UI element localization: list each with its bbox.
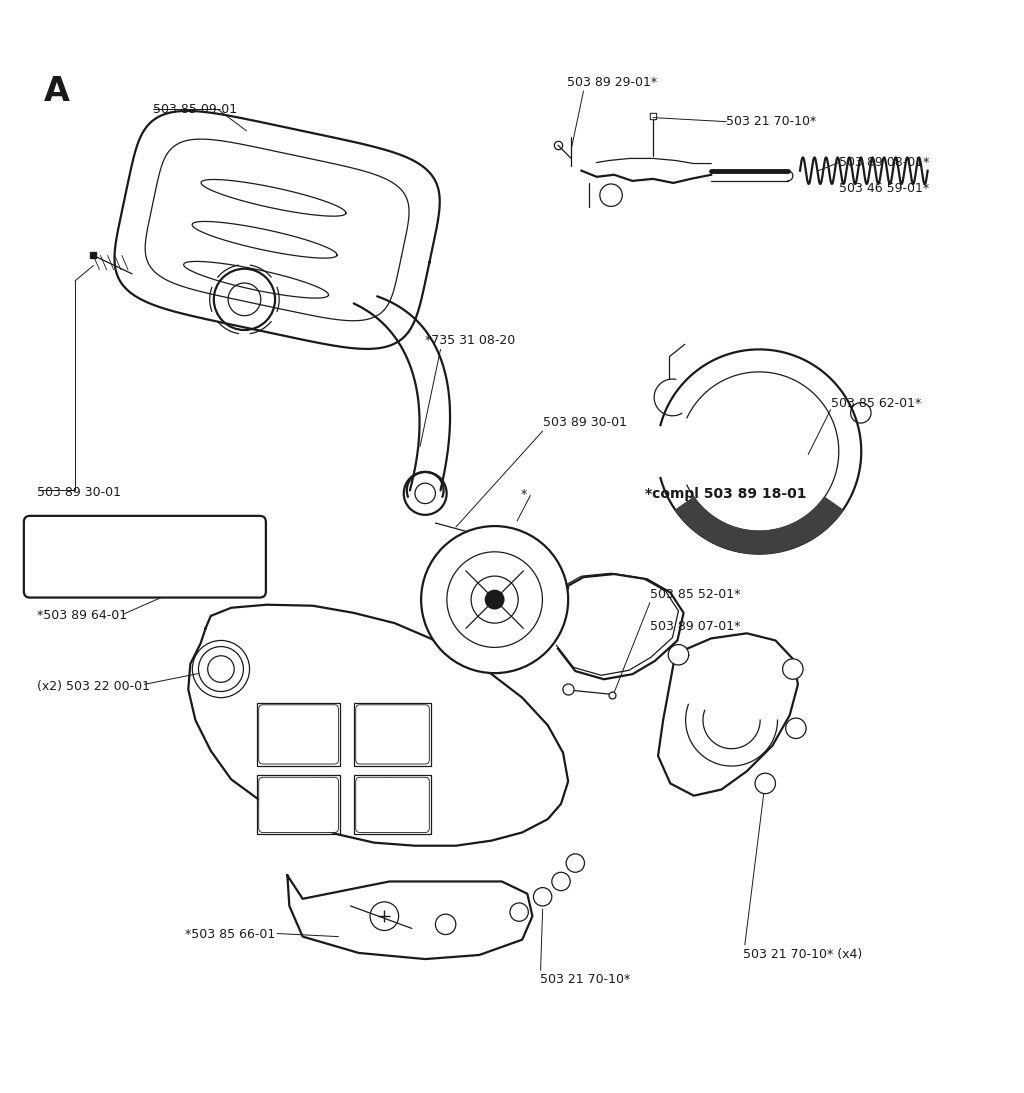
- Text: *503 85 66-01: *503 85 66-01: [184, 928, 275, 941]
- FancyBboxPatch shape: [24, 516, 266, 598]
- Polygon shape: [430, 572, 568, 618]
- Polygon shape: [658, 633, 798, 796]
- Circle shape: [421, 526, 568, 673]
- Text: 503 89 30-01: 503 89 30-01: [543, 416, 627, 430]
- Circle shape: [485, 591, 504, 609]
- Polygon shape: [115, 110, 439, 349]
- FancyBboxPatch shape: [355, 777, 429, 833]
- Bar: [257, 775, 340, 834]
- Text: 503 85 09-01: 503 85 09-01: [153, 103, 237, 116]
- FancyBboxPatch shape: [259, 705, 338, 764]
- Circle shape: [534, 888, 552, 906]
- Bar: [257, 703, 340, 766]
- Circle shape: [552, 872, 570, 891]
- Text: (x2) 503 22 00-01: (x2) 503 22 00-01: [37, 680, 151, 693]
- Polygon shape: [558, 574, 684, 679]
- Text: *503 89 64-01: *503 89 64-01: [37, 610, 127, 622]
- Circle shape: [755, 773, 775, 794]
- Text: 503 21 70-10*: 503 21 70-10*: [540, 974, 630, 986]
- Circle shape: [669, 645, 689, 665]
- Text: 503 46 59-01*: 503 46 59-01*: [839, 181, 929, 195]
- Polygon shape: [676, 497, 843, 554]
- Text: 503 89 08-01*: 503 89 08-01*: [839, 156, 929, 169]
- Polygon shape: [188, 604, 568, 846]
- Circle shape: [785, 718, 806, 739]
- Circle shape: [510, 903, 528, 921]
- Text: *compl 503 89 18-01: *compl 503 89 18-01: [645, 487, 806, 502]
- Text: Ⓧ Husqvarna: Ⓧ Husqvarna: [82, 548, 207, 566]
- Text: *735 31 08-20: *735 31 08-20: [425, 334, 515, 348]
- Text: *: *: [520, 487, 526, 501]
- Text: 503 89 30-01: 503 89 30-01: [37, 486, 121, 498]
- Circle shape: [782, 659, 803, 679]
- Circle shape: [566, 854, 585, 872]
- Polygon shape: [288, 875, 532, 959]
- FancyBboxPatch shape: [259, 777, 338, 833]
- Circle shape: [199, 647, 244, 692]
- Text: 503 21 70-10* (x4): 503 21 70-10* (x4): [742, 948, 862, 961]
- Text: 503 89 07-01*: 503 89 07-01*: [650, 620, 740, 633]
- Text: A: A: [44, 74, 71, 108]
- FancyBboxPatch shape: [355, 705, 429, 764]
- Text: 503 89 29-01*: 503 89 29-01*: [567, 77, 657, 89]
- Text: 503 85 62-01*: 503 85 62-01*: [830, 397, 921, 410]
- Bar: [353, 775, 431, 834]
- Bar: [353, 703, 431, 766]
- Text: 503 21 70-10*: 503 21 70-10*: [726, 115, 817, 128]
- Text: 503 85 52-01*: 503 85 52-01*: [650, 588, 740, 601]
